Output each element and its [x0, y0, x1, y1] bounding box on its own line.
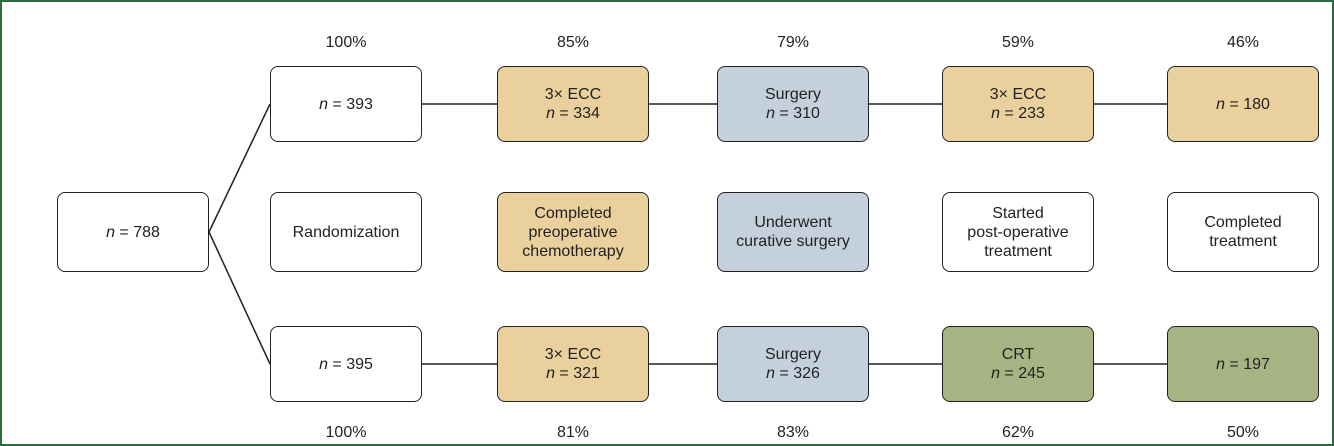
treatment: 3× ECC	[544, 86, 602, 103]
count: n = 310	[766, 105, 820, 122]
stage-label: Randomization	[292, 223, 400, 241]
percent: 59%	[1001, 34, 1035, 51]
stage-box: Completed preoperative chemotherapy	[497, 192, 649, 272]
stage-label: chemotherapy	[522, 242, 624, 260]
count: n = 233	[991, 105, 1045, 122]
arm-box: Surgery n = 310	[717, 66, 869, 142]
arm-box: CRT n = 245	[942, 326, 1094, 402]
stage-label: treatment	[984, 242, 1052, 260]
stage-label: Started	[992, 204, 1044, 222]
count: n = 180	[1216, 95, 1270, 113]
count: n = 326	[766, 365, 820, 382]
stage-label: Completed	[1204, 214, 1282, 231]
percent: 62%	[1001, 424, 1035, 441]
percent: 81%	[556, 424, 590, 441]
start-box: n = 788	[57, 192, 209, 272]
percent: 50%	[1226, 424, 1260, 441]
count: n = 334	[546, 105, 600, 122]
arm-box: 3× ECC n = 321	[497, 326, 649, 402]
percent: 79%	[776, 34, 810, 51]
stage-label: post-operative	[967, 223, 1069, 241]
treatment: Surgery	[764, 346, 822, 363]
percent: 100%	[325, 34, 367, 51]
stage-label: Completed	[534, 204, 612, 222]
count: n = 245	[991, 365, 1045, 382]
stage-box: Underwent curative surgery	[717, 192, 869, 272]
stage-box: Started post-operative treatment	[942, 192, 1094, 272]
treatment: Surgery	[764, 86, 822, 103]
arm-box: n = 393	[270, 66, 422, 142]
treatment: 3× ECC	[544, 346, 602, 363]
arm-box: n = 180	[1167, 66, 1319, 142]
percent: 100%	[325, 424, 367, 441]
percent: 83%	[776, 424, 810, 441]
count: n = 321	[546, 365, 600, 382]
stage-label: treatment	[1209, 233, 1277, 250]
stage-box: Completed treatment	[1167, 192, 1319, 272]
connector	[208, 103, 271, 233]
percent: 85%	[556, 34, 590, 51]
arm-box: 3× ECC n = 233	[942, 66, 1094, 142]
arm-box: n = 197	[1167, 326, 1319, 402]
treatment: CRT	[1001, 346, 1035, 363]
stage-label: Underwent	[754, 214, 832, 231]
arm-box: n = 395	[270, 326, 422, 402]
count: n = 788	[106, 223, 160, 241]
treatment: 3× ECC	[989, 86, 1047, 103]
stage-label: curative surgery	[736, 233, 850, 250]
stage-box: Randomization	[270, 192, 422, 272]
count: n = 393	[319, 95, 373, 113]
count: n = 197	[1216, 355, 1270, 373]
count: n = 395	[319, 355, 373, 373]
percent: 46%	[1226, 34, 1260, 51]
connector	[208, 231, 271, 365]
arm-box: 3× ECC n = 334	[497, 66, 649, 142]
arm-box: Surgery n = 326	[717, 326, 869, 402]
stage-label: preoperative	[528, 223, 618, 241]
